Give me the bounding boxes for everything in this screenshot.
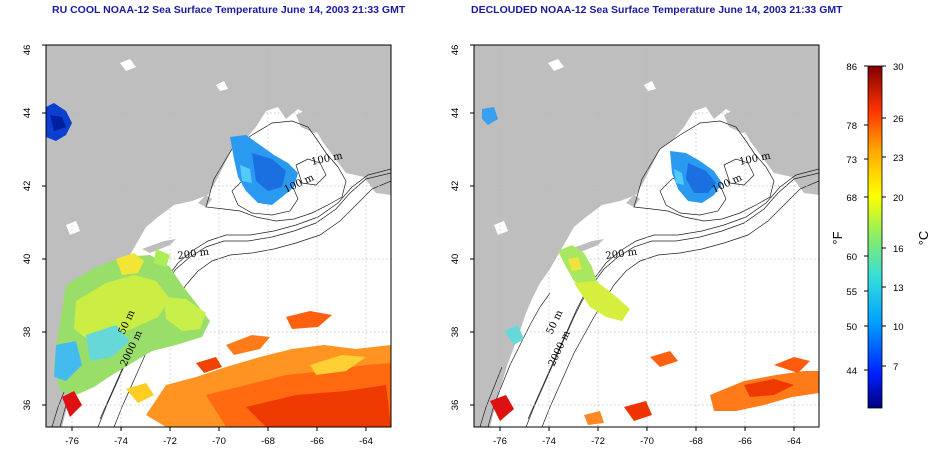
right-x-tick: -72 (591, 436, 605, 447)
left-x-tick: -76 (65, 436, 79, 447)
left-y-tick: 42 (22, 181, 33, 192)
colorbar-f-tick: 55 (846, 287, 857, 298)
right-map-title: DECLOUDED NOAA-12 Sea Surface Temperatur… (471, 4, 843, 16)
colorbar-celsius-unit: °C (916, 231, 931, 246)
left-x-tick: -64 (359, 436, 373, 447)
right-y-tick: 44 (450, 108, 461, 119)
right-y-tick: 38 (450, 327, 461, 338)
left-sst-overlay (46, 103, 391, 427)
colorbar-f-tick: 50 (846, 322, 857, 333)
colorbar-c-tick: 16 (893, 244, 904, 255)
right-y-tick: 40 (450, 254, 461, 265)
left-y-tick: 44 (22, 108, 33, 119)
left-x-tick: -66 (310, 436, 324, 447)
left-y-tick: 46 (22, 45, 33, 56)
left-x-tick: -74 (114, 436, 128, 447)
colorbar-fahrenheit-unit: °F (830, 231, 845, 244)
colorbar-c-tick: 30 (893, 62, 904, 73)
right-y-tick: 36 (450, 400, 461, 411)
colorbar-c-tick: 23 (893, 153, 904, 164)
colorbar-c-tick: 26 (893, 114, 904, 125)
right-x-tick: -64 (787, 436, 801, 447)
right-x-tick: -70 (640, 436, 654, 447)
colorbar-c-tick: 13 (893, 283, 904, 294)
colorbar-c-tick: 10 (893, 322, 904, 333)
left-map-panel: 100 m 100 m 200 m 50 m 2000 m -76 -74 -7… (22, 44, 392, 447)
colorbar-f-tick: 73 (846, 155, 857, 166)
right-x-tick: -74 (542, 436, 556, 447)
left-x-tick: -70 (212, 436, 226, 447)
left-map-title: RU COOL NOAA-12 Sea Surface Temperature … (52, 4, 406, 16)
contour-label-200m: 200 m (177, 247, 210, 262)
left-y-tick: 36 (22, 400, 33, 411)
colorbar-f-tick: 68 (846, 193, 857, 204)
right-y-tick: 46 (450, 45, 461, 56)
right-x-tick: -76 (493, 436, 507, 447)
colorbar-c-tick: 20 (893, 193, 904, 204)
left-x-tick: -68 (261, 436, 275, 447)
left-x-tick: -72 (163, 436, 177, 447)
colorbar-f-tick: 44 (846, 366, 857, 377)
right-x-tick: -66 (738, 436, 752, 447)
right-x-tick: -68 (689, 436, 703, 447)
left-y-tick: 38 (22, 327, 33, 338)
temperature-colorbar: 86 78 73 68 60 55 50 44 30 26 23 20 16 1… (830, 62, 931, 409)
right-sst-overlay (482, 107, 819, 425)
right-y-tick: 42 (450, 181, 461, 192)
contour-label-200m: 200 m (605, 247, 638, 262)
colorbar-f-tick: 86 (846, 62, 857, 73)
colorbar-gradient (867, 65, 883, 409)
colorbar-f-tick: 60 (846, 252, 857, 263)
colorbar-f-tick: 78 (846, 121, 857, 132)
colorbar-c-tick: 7 (893, 362, 898, 373)
right-map-panel: 100 m 100 m 200 m 50 m 2000 m -76 -74 -7… (450, 44, 820, 447)
left-y-tick: 40 (22, 254, 33, 265)
